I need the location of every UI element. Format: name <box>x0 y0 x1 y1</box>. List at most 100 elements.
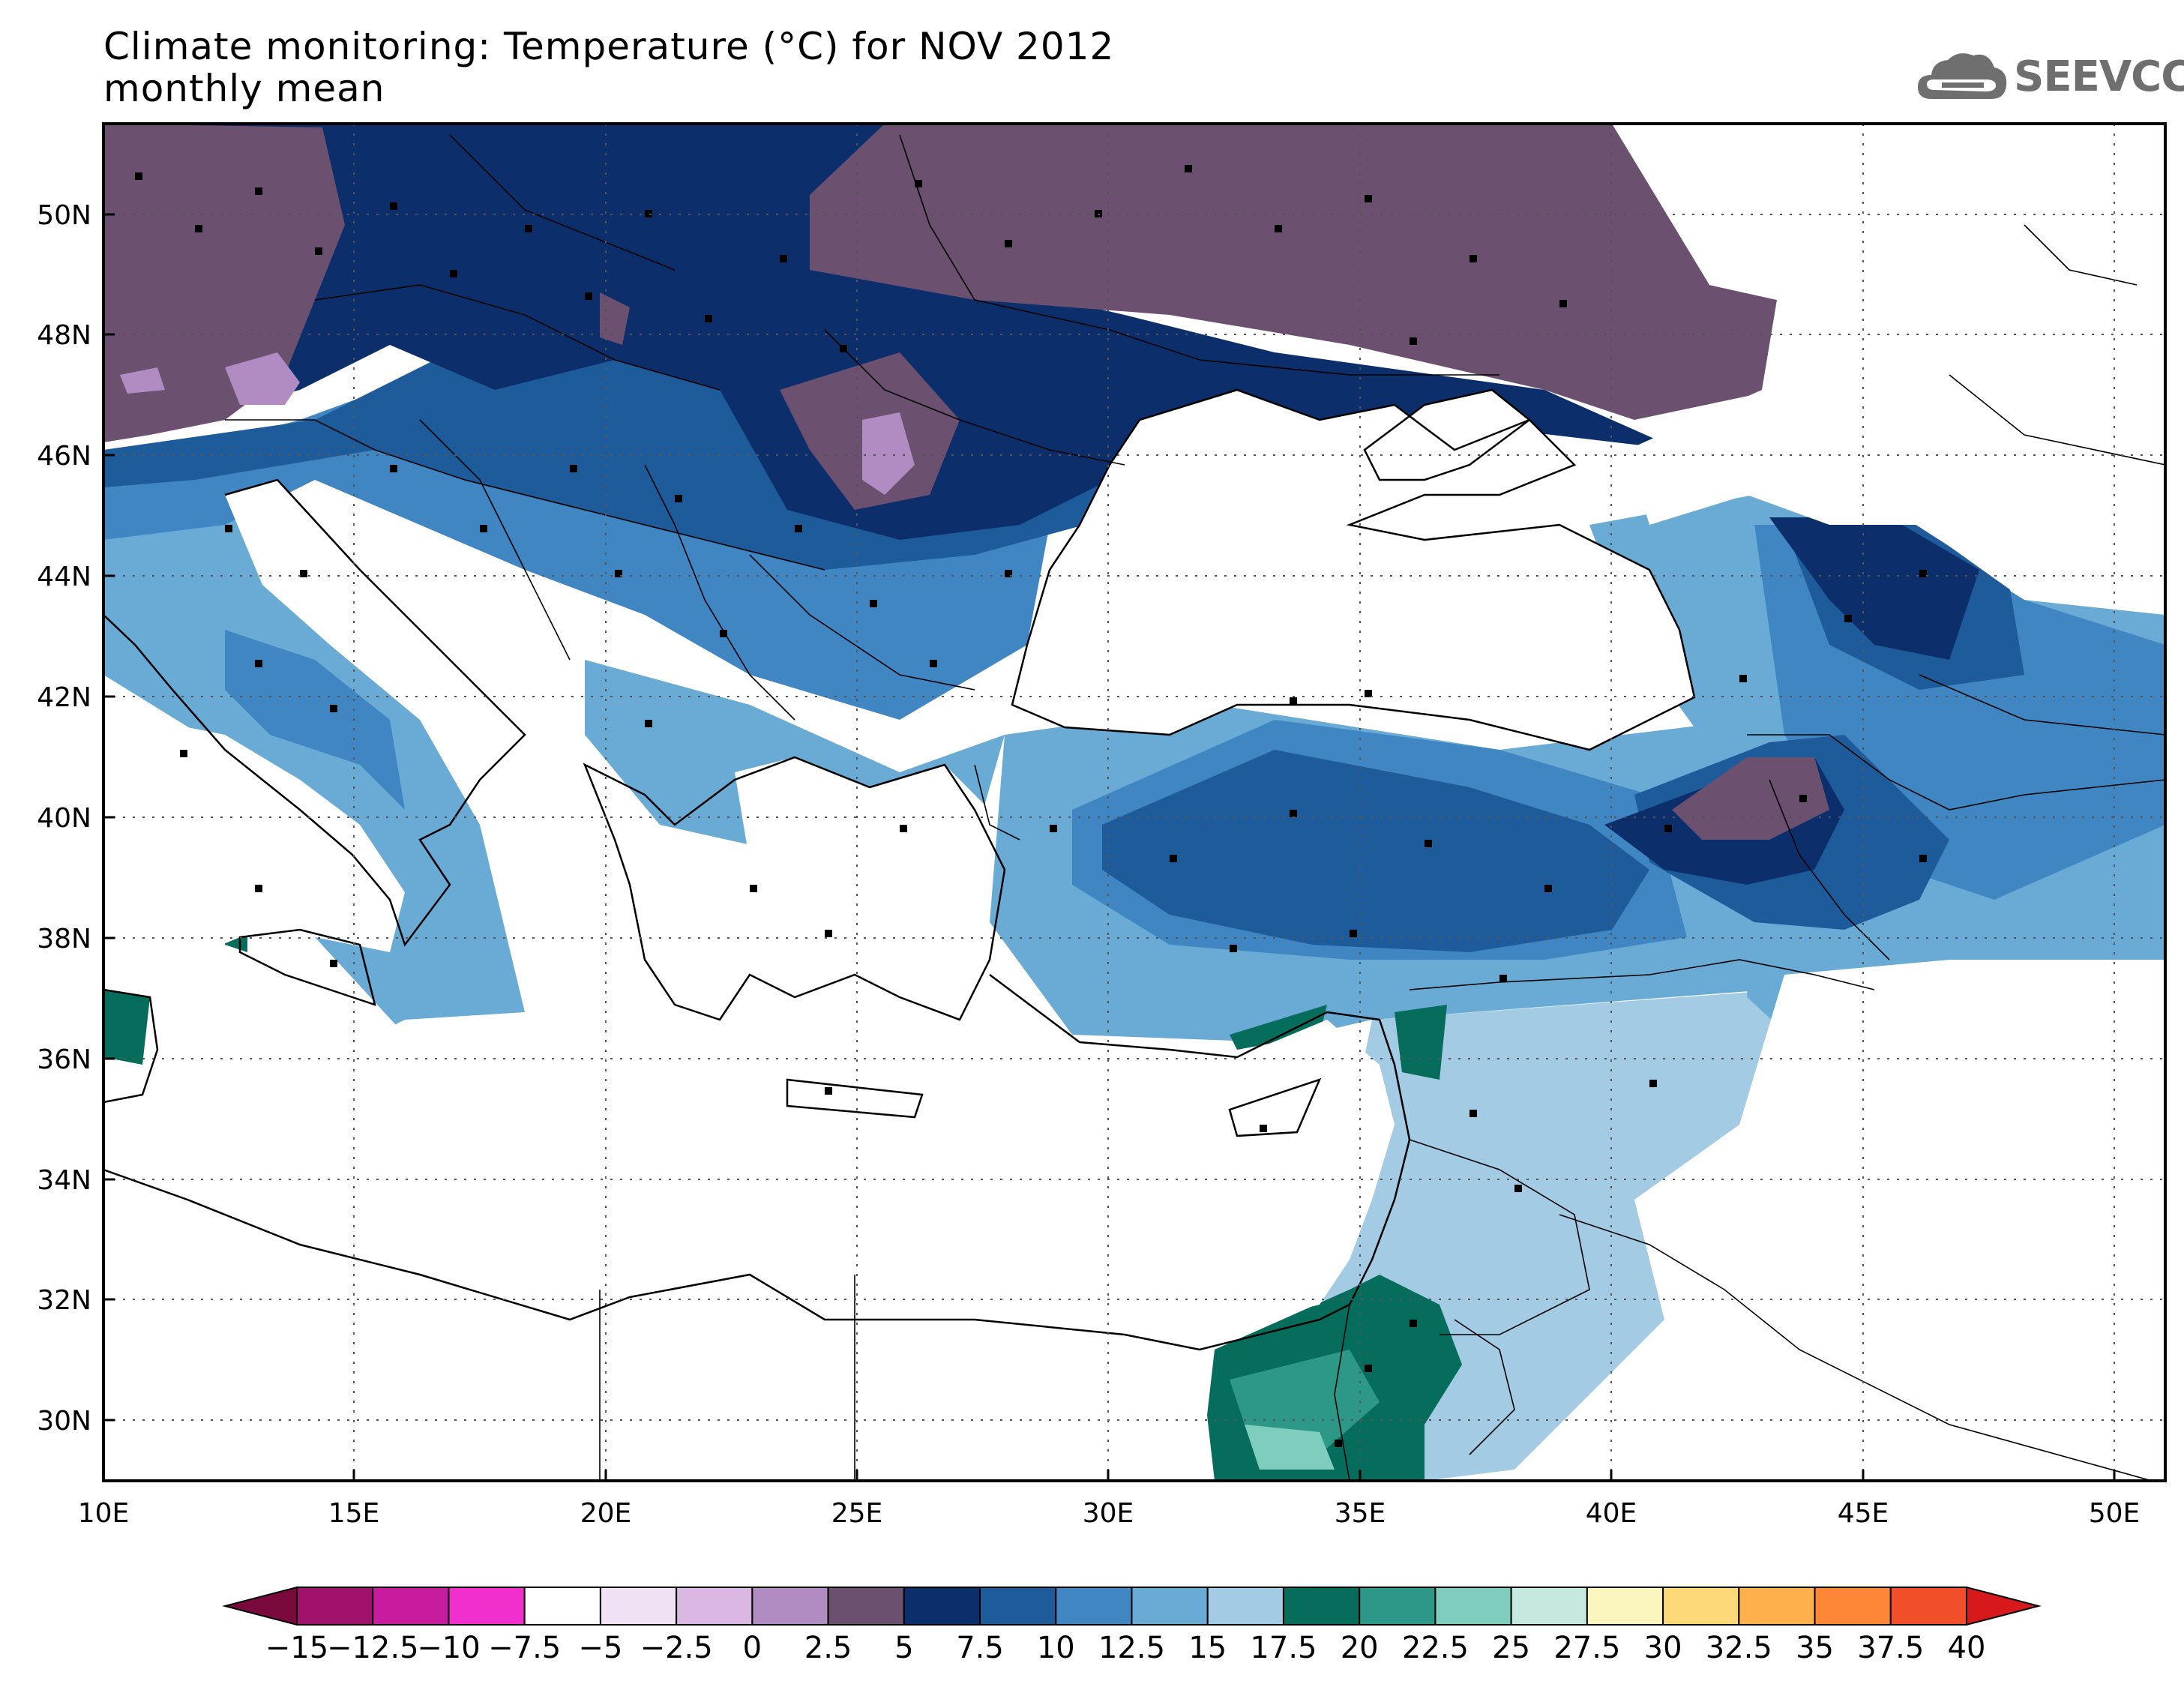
colorbar-swatch <box>1206 1587 1284 1626</box>
lat-label: 50N <box>37 200 91 231</box>
north-africa-land <box>103 1170 1215 1481</box>
logo-text: SEEVCCC <box>2014 52 2184 101</box>
colorbar-label: −5 <box>578 1631 622 1665</box>
colorbar-swatch <box>1586 1587 1664 1626</box>
field-2p5-5-north-east <box>810 124 1777 420</box>
national-borders <box>225 134 2165 1481</box>
gridlines <box>103 124 2165 1481</box>
lon-label: 10E <box>78 1498 130 1529</box>
colorbar-label: 25 <box>1492 1631 1530 1665</box>
seevccc-logo: SEEVCCC <box>1916 46 2184 106</box>
colorbar-swatch <box>1131 1587 1209 1626</box>
title-line-1: Climate monitoring: Temperature (°C) for… <box>103 25 1115 68</box>
field-small-alps <box>600 292 630 345</box>
lon-label: 20E <box>580 1498 632 1529</box>
colorbar-label: 15 <box>1188 1631 1227 1665</box>
colorbar-swatch <box>599 1587 678 1626</box>
lon-label: 15E <box>328 1498 380 1529</box>
crimea <box>1365 390 1529 480</box>
colorbar-label: 7.5 <box>956 1631 1004 1665</box>
colorbar-label: 2.5 <box>804 1631 852 1665</box>
colorbar-label: 20 <box>1341 1631 1379 1665</box>
black-sea-coast <box>1011 388 1696 751</box>
lon-label: 50E <box>2089 1498 2141 1529</box>
greece-coast <box>583 756 1006 1021</box>
field-0-2p5-alps-west <box>120 367 165 394</box>
colorbar-swatch <box>1055 1587 1133 1626</box>
field-17p5-20-tunisia <box>103 990 150 1065</box>
cloud-icon <box>1918 53 2007 99</box>
tick-marks <box>103 213 2116 1481</box>
field-17p5-20-levant <box>1395 1005 1447 1080</box>
sicily-coast <box>238 928 376 1006</box>
coastlines-borders <box>103 134 2165 1481</box>
lat-label: 32N <box>37 1285 91 1316</box>
latitude-labels: 30N 32N 34N 36N 38N 40N 42N 44N 46N 48N … <box>37 200 91 1437</box>
lat-label: 38N <box>37 924 91 954</box>
colorbar-swatch <box>676 1587 753 1626</box>
field-0-2p5-carpathians <box>862 412 915 495</box>
turkey-south-coast <box>989 974 1396 1065</box>
colorbar-swatch <box>1282 1587 1361 1626</box>
colorbar-label: 10 <box>1037 1631 1075 1665</box>
colorbar-arrow-low <box>222 1586 298 1626</box>
colorbar-label: −10 <box>417 1631 480 1665</box>
field-17p5-20-turkey-coast <box>1230 1005 1327 1050</box>
colorbar-swatch <box>903 1587 981 1626</box>
lon-label: 45E <box>1838 1498 1889 1529</box>
lat-label: 34N <box>37 1165 91 1196</box>
crimea-coast <box>1363 388 1532 481</box>
colorbar-swatch <box>1510 1587 1588 1626</box>
cyprus-coast <box>1228 1077 1322 1137</box>
field-armenia <box>1672 757 1829 840</box>
colorbar-label: 32.5 <box>1706 1631 1772 1665</box>
field-caucasus-cold <box>1769 517 1979 660</box>
colorbar-label: 5 <box>894 1631 913 1665</box>
tyrrhenian-sea <box>103 720 405 975</box>
colorbar-swatch <box>1434 1587 1512 1626</box>
lat-label: 48N <box>37 320 91 351</box>
map-frame <box>102 122 2167 1482</box>
colorbar-swatch <box>448 1587 526 1626</box>
lat-label: 36N <box>37 1044 91 1075</box>
colorbar-label: 12.5 <box>1098 1631 1165 1665</box>
colorbar-label: −2.5 <box>640 1631 713 1665</box>
colorbar-label: −12.5 <box>327 1631 419 1665</box>
lat-label: 46N <box>37 441 91 472</box>
lat-label: 42N <box>37 682 91 713</box>
temperature-field <box>103 124 2165 1481</box>
north-africa-coast <box>103 1168 1320 1351</box>
colorbar-swatch <box>1738 1587 1816 1626</box>
title-line-2: monthly mean <box>103 67 385 110</box>
colorbar-label: 35 <box>1796 1631 1834 1665</box>
colorbar-arrow-high <box>1966 1586 2042 1626</box>
colorbar-swatch <box>296 1587 374 1626</box>
map-title: Climate monitoring: Temperature (°C) for… <box>103 25 1114 109</box>
southeast-no-data <box>1514 960 2165 1481</box>
colorbar-label: 0 <box>743 1631 762 1665</box>
field-2p5-5-north-west <box>103 124 345 442</box>
adriatic-sea <box>225 480 585 840</box>
colorbar-label: 30 <box>1644 1631 1682 1665</box>
colorbar: −15−12.5−10 −7.5 −5 −2.5 0 2.5 5 7.5 10 12.5 15 17.… <box>222 1586 2042 1665</box>
colorbar-swatch <box>372 1587 450 1626</box>
lat-label: 40N <box>37 803 91 834</box>
colorbar-swatch <box>751 1587 829 1626</box>
colorbar-label: 40 <box>1948 1631 1986 1665</box>
lat-label: 44N <box>37 562 91 592</box>
colorbar-swatch <box>1889 1587 1967 1626</box>
field-anatolia-core <box>1102 750 1649 952</box>
colorbar-label: −7.5 <box>488 1631 561 1665</box>
colorbar-swatch <box>1814 1587 1892 1626</box>
lon-label: 35E <box>1335 1498 1386 1529</box>
crete-coast <box>786 1078 924 1119</box>
field-12p5-15 <box>103 487 525 1035</box>
colorbar-label: 22.5 <box>1402 1631 1469 1665</box>
aegean-sea <box>735 757 990 1020</box>
longitude-labels: 10E 15E 20E 25E 30E 35E 40E 45E 50E <box>78 1498 2141 1529</box>
lat-label: 30N <box>37 1406 91 1437</box>
lon-label: 25E <box>831 1498 883 1529</box>
colorbar-label: 17.5 <box>1250 1631 1317 1665</box>
lon-label: 40E <box>1586 1498 1637 1529</box>
